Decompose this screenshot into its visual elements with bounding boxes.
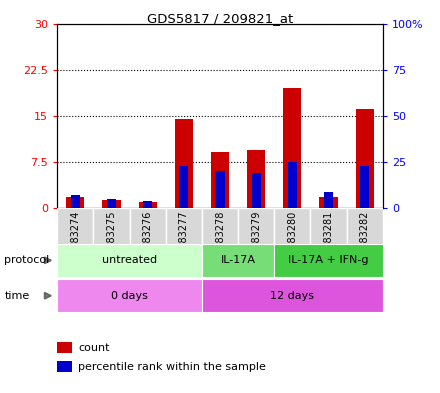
Bar <box>143 201 152 208</box>
Text: GSM1283277: GSM1283277 <box>179 211 189 276</box>
Bar <box>360 166 369 208</box>
Bar <box>288 162 297 208</box>
Text: GSM1283282: GSM1283282 <box>360 211 370 276</box>
Text: GSM1283280: GSM1283280 <box>287 211 297 276</box>
Bar <box>324 192 333 208</box>
Bar <box>139 202 157 208</box>
Bar <box>93 208 129 259</box>
Bar <box>175 119 193 208</box>
Bar <box>180 166 188 208</box>
Bar <box>57 342 72 353</box>
Text: GSM1283274: GSM1283274 <box>70 211 80 276</box>
Text: IL-17A + IFN-g: IL-17A + IFN-g <box>288 255 369 265</box>
Bar <box>202 208 238 259</box>
Bar <box>247 150 265 208</box>
Bar <box>71 195 80 208</box>
Bar <box>107 199 116 208</box>
Text: IL-17A: IL-17A <box>220 255 256 265</box>
Bar <box>57 244 202 277</box>
Text: 0 days: 0 days <box>111 291 148 301</box>
Text: GSM1283279: GSM1283279 <box>251 211 261 276</box>
Text: GSM1283278: GSM1283278 <box>215 211 225 276</box>
Text: GSM1283281: GSM1283281 <box>323 211 334 276</box>
Bar <box>57 279 202 312</box>
Bar <box>202 244 274 277</box>
Bar <box>166 208 202 259</box>
Text: GSM1283275: GSM1283275 <box>106 211 117 276</box>
Bar <box>103 200 121 208</box>
Bar <box>129 208 166 259</box>
Bar <box>252 173 260 208</box>
Bar <box>66 197 84 208</box>
Text: GSM1283276: GSM1283276 <box>143 211 153 276</box>
Text: GDS5817 / 209821_at: GDS5817 / 209821_at <box>147 12 293 25</box>
Bar <box>57 361 72 372</box>
Bar <box>311 208 347 259</box>
Bar <box>356 108 374 208</box>
Bar <box>274 208 311 259</box>
Bar <box>202 279 383 312</box>
Bar <box>283 88 301 208</box>
Text: time: time <box>4 291 29 301</box>
Text: percentile rank within the sample: percentile rank within the sample <box>78 362 266 373</box>
Text: 12 days: 12 days <box>270 291 314 301</box>
Bar <box>216 171 224 208</box>
Bar <box>238 208 274 259</box>
Text: protocol: protocol <box>4 255 50 265</box>
Bar <box>347 208 383 259</box>
Bar <box>211 152 229 208</box>
Bar <box>319 197 337 208</box>
Text: count: count <box>78 343 110 353</box>
Bar <box>57 208 93 259</box>
Bar <box>274 244 383 277</box>
Text: untreated: untreated <box>102 255 157 265</box>
